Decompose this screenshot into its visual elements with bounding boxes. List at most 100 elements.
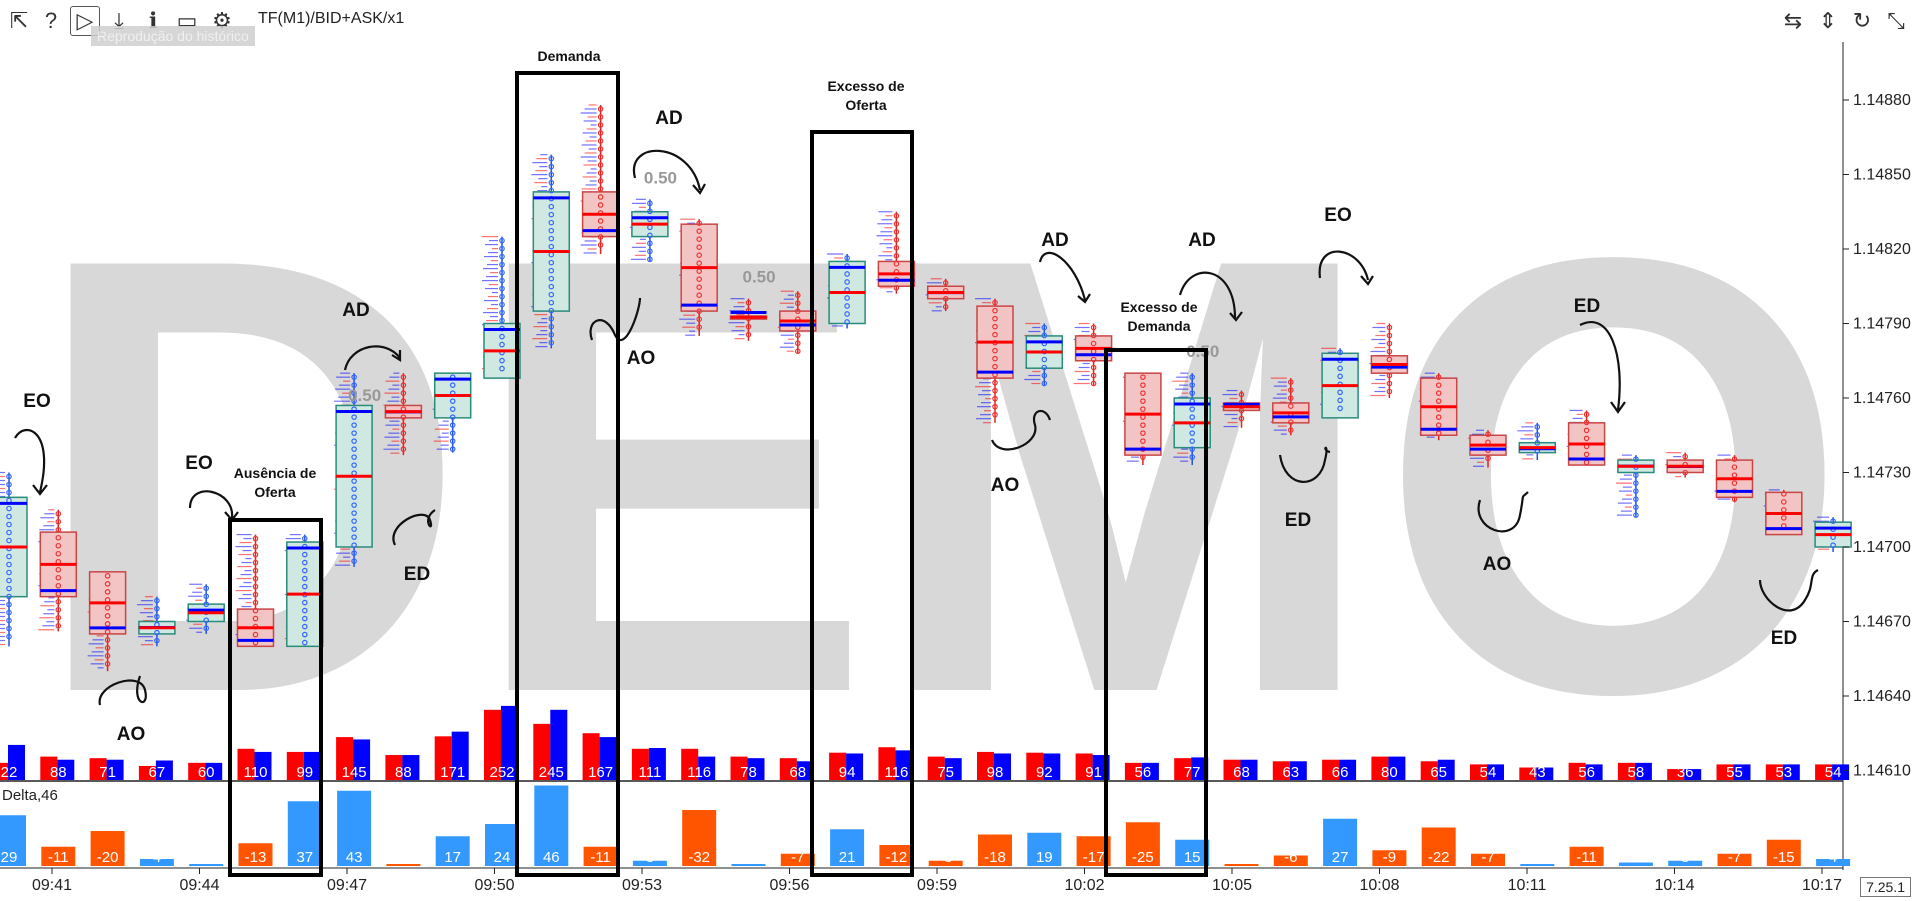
delta-bar[interactable] (1273, 855, 1308, 867)
volume-bid-bar[interactable] (484, 709, 501, 780)
volume-ask-bar[interactable] (550, 709, 568, 780)
delta-bar[interactable] (731, 864, 766, 866)
delta-bar[interactable] (0, 815, 26, 866)
volume-bid-bar[interactable] (188, 762, 206, 780)
delta-bar[interactable] (928, 860, 963, 866)
delta-bar[interactable] (1520, 864, 1555, 866)
delta-bar[interactable] (1816, 859, 1851, 866)
help-icon[interactable]: ? (44, 8, 58, 33)
volume-bid-bar[interactable] (1075, 753, 1093, 780)
volume-ask-bar[interactable] (1289, 761, 1307, 780)
volume-ask-bar[interactable] (254, 751, 272, 780)
volume-bid-bar[interactable] (40, 756, 58, 780)
delta-bar[interactable] (1175, 839, 1210, 866)
volume-ask-bar[interactable] (402, 755, 420, 780)
delta-bar[interactable] (41, 846, 76, 866)
volume-ask-bar[interactable] (1684, 769, 1702, 780)
collapse-icon[interactable]: ⤡ (1887, 8, 1905, 33)
volume-ask-bar[interactable] (1388, 756, 1406, 780)
volume-bid-bar[interactable] (1174, 758, 1192, 780)
volume-bid-bar[interactable] (533, 723, 551, 780)
volume-bid-bar[interactable] (631, 748, 649, 780)
vertical-arrows-icon[interactable]: ⇕ (1818, 8, 1838, 33)
volume-ask-bar[interactable] (599, 737, 617, 780)
volume-ask-bar[interactable] (155, 760, 173, 781)
delta-bar[interactable] (534, 785, 569, 867)
volume-bid-bar[interactable] (1617, 762, 1635, 780)
volume-bid-bar[interactable] (878, 747, 896, 780)
volume-ask-bar[interactable] (1832, 764, 1850, 780)
volume-ask-bar[interactable] (353, 739, 371, 780)
volume-ask-bar[interactable] (501, 705, 518, 780)
delta-bar[interactable] (337, 790, 372, 866)
volume-ask-bar[interactable] (57, 759, 75, 780)
volume-ask-bar[interactable] (1536, 767, 1554, 780)
cursor-select-icon[interactable]: ⇱ (9, 8, 29, 33)
volume-bid-bar[interactable] (1371, 756, 1389, 780)
delta-bar[interactable] (1717, 853, 1752, 866)
play-replay-icon[interactable]: ▷ (70, 6, 100, 36)
volume-bid-bar[interactable] (681, 748, 699, 780)
volume-bid-bar[interactable] (1124, 762, 1142, 780)
delta-bar[interactable] (238, 843, 273, 866)
volume-ask-bar[interactable] (8, 744, 25, 780)
info-icon[interactable]: ℹ (148, 8, 158, 33)
horizontal-arrows-icon[interactable]: ⇆ (1783, 8, 1803, 33)
volume-bid-bar[interactable] (385, 755, 403, 780)
volume-ask-bar[interactable] (1733, 764, 1751, 780)
delta-bar[interactable] (879, 845, 914, 866)
delta-bar[interactable] (1471, 853, 1505, 866)
volume-ask-bar[interactable] (994, 753, 1011, 780)
volume-ask-bar[interactable] (698, 756, 716, 780)
volume-bid-bar[interactable] (927, 756, 945, 780)
delta-bar[interactable] (1224, 864, 1259, 866)
volume-bid-bar[interactable] (1322, 759, 1340, 780)
volume-ask-bar[interactable] (1634, 762, 1652, 780)
volume-ask-bar[interactable] (747, 758, 765, 780)
volume-ask-bar[interactable] (1339, 759, 1357, 780)
delta-bar[interactable] (386, 864, 421, 866)
volume-bid-bar[interactable] (1420, 761, 1438, 780)
delta-bar[interactable] (1323, 818, 1358, 866)
volume-ask-bar[interactable] (944, 758, 962, 780)
delta-bar[interactable] (189, 864, 224, 866)
delta-bar[interactable] (1766, 839, 1801, 866)
volume-ask-bar[interactable] (1043, 753, 1061, 780)
volume-bid-bar[interactable] (829, 752, 847, 780)
delta-bar[interactable] (1569, 846, 1604, 866)
delta-bar[interactable] (1125, 822, 1160, 866)
volume-bid-bar[interactable] (977, 751, 994, 780)
delta-bar[interactable] (1668, 860, 1703, 866)
volume-bid-bar[interactable] (138, 765, 156, 780)
delta-bar[interactable] (90, 831, 125, 866)
volume-ask-bar[interactable] (1585, 764, 1603, 780)
volume-ask-bar[interactable] (846, 753, 864, 780)
delta-bar[interactable] (682, 810, 717, 866)
volume-bid-bar[interactable] (779, 758, 797, 780)
volume-bid-bar[interactable] (1026, 752, 1044, 780)
volume-bid-bar[interactable] (1223, 759, 1241, 780)
volume-bid-bar[interactable] (1667, 769, 1685, 780)
volume-ask-bar[interactable] (205, 762, 223, 780)
delta-bar[interactable] (435, 836, 470, 866)
volume-bid-bar[interactable] (1272, 761, 1290, 780)
volume-ask-bar[interactable] (1487, 764, 1504, 780)
volume-bid-bar[interactable] (237, 748, 255, 780)
volume-bid-bar[interactable] (730, 756, 748, 780)
volume-bid-bar[interactable] (1519, 767, 1537, 780)
delta-bar[interactable] (780, 853, 815, 866)
volume-bid-bar[interactable] (286, 751, 304, 780)
volume-ask-bar[interactable] (1782, 764, 1800, 780)
volume-bid-bar[interactable] (0, 762, 8, 780)
volume-ask-bar[interactable] (1437, 759, 1455, 780)
volume-bid-bar[interactable] (89, 758, 107, 780)
delta-bar[interactable] (978, 834, 1012, 867)
download-icon[interactable]: ⤓ (114, 8, 124, 33)
delta-bar[interactable] (139, 859, 174, 866)
delta-bar[interactable] (1618, 862, 1653, 867)
delta-bar[interactable] (583, 846, 618, 866)
volume-ask-bar[interactable] (1240, 759, 1258, 780)
delta-bar[interactable] (1027, 832, 1062, 866)
volume-bid-bar[interactable] (1815, 764, 1833, 780)
